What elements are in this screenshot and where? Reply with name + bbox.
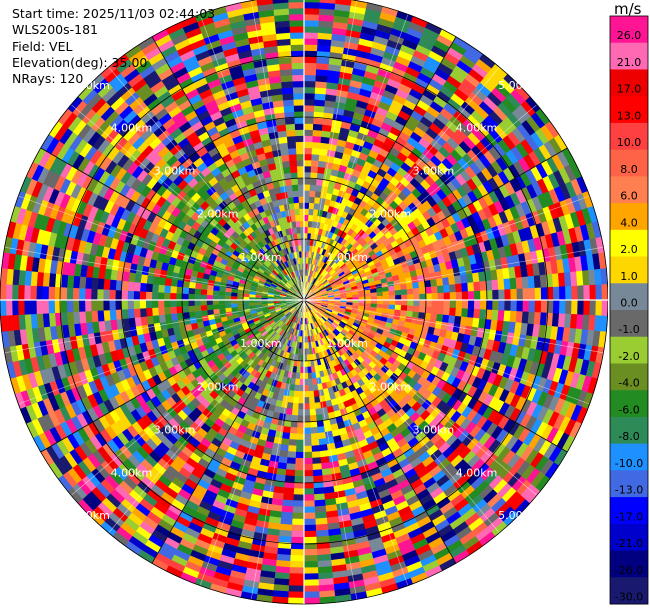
ppi-plot: 1.00km 1.00km 1.00km 1.00km 2.00km 2.00km 2.00…	[0, 0, 608, 605]
colorbar-tick-label: 6.0	[620, 190, 638, 203]
elevation-text: Elevation(deg): 35.00	[12, 54, 148, 70]
range-label: 2.00km	[369, 208, 411, 221]
range-label: 3.00km	[413, 165, 455, 178]
range-label: 5.00km	[498, 509, 540, 522]
azimuth-spoke	[303, 36, 457, 301]
colorbar-tick-label: -30.0	[615, 591, 643, 604]
colorbar-swatch	[610, 470, 648, 498]
range-label: 5.00km	[68, 509, 110, 522]
range-label: 2.00km	[197, 208, 239, 221]
colorbar-swatch	[610, 390, 648, 418]
colorbar-swatch	[610, 176, 648, 204]
colorbar-swatch	[610, 122, 648, 151]
range-grid	[0, 0, 608, 605]
azimuth-spoke	[303, 147, 568, 301]
colorbar-swatch	[610, 42, 648, 70]
colorbar-tick-label: 21.0	[617, 56, 642, 69]
range-label: 4.00km	[456, 467, 498, 480]
range-label: 3.00km	[154, 165, 196, 178]
colorbar-swatch	[610, 577, 648, 605]
colorbar-tick-label: 4.0	[620, 216, 638, 229]
colorbar-tick-label: 1.0	[620, 270, 638, 283]
colorbar-swatch	[610, 310, 648, 338]
colorbar-tick-label: 17.0	[617, 83, 642, 96]
colorbar-swatch	[610, 336, 648, 364]
colorbar-swatch	[610, 16, 648, 44]
range-label: 4.00km	[456, 121, 498, 134]
colorbar-tick-label: -10.0	[615, 457, 643, 470]
range-label: 2.00km	[197, 380, 239, 393]
range-label: 1.00km	[326, 251, 368, 264]
colorbar-tick-label: 10.0	[617, 136, 642, 149]
colorbar-unit: m/s	[614, 0, 642, 18]
colorbar-tick-label: 2.0	[620, 243, 638, 256]
colorbar-swatch	[610, 149, 648, 177]
scan-info: Start time: 2025/11/03 02:44:03 WLS200s-…	[12, 6, 215, 87]
colorbar-swatch	[610, 203, 648, 231]
velocity-field	[0, 0, 608, 605]
colorbar-swatch	[610, 443, 648, 471]
colorbar-swatch	[610, 363, 648, 391]
range-label: 1.00km	[240, 251, 282, 264]
nrays-text: NRays: 120	[12, 71, 84, 87]
range-label: 5.00km	[498, 79, 540, 92]
start-time-text: Start time: 2025/11/03 02:44:03	[12, 6, 216, 21]
colorbar-tick-label: 13.0	[617, 109, 642, 122]
colorbar-tick-label: -2.0	[618, 350, 639, 363]
colorbar-tick-label: -13.0	[615, 484, 643, 497]
range-label: 1.00km	[326, 337, 368, 350]
colorbar-tick-label: 8.0	[620, 163, 638, 176]
colorbar-tick-label: -8.0	[618, 430, 639, 443]
range-label: 3.00km	[154, 423, 196, 436]
azimuth-spoke	[151, 299, 305, 564]
range-label: 1.00km	[240, 337, 282, 350]
colorbar-swatch	[610, 283, 648, 311]
azimuth-spoke	[40, 299, 305, 453]
colorbar-tick-label: -17.0	[615, 510, 643, 523]
field-text: Field: VEL	[12, 38, 73, 54]
colorbar-tick-label: -6.0	[618, 403, 639, 416]
colorbar-swatch	[610, 69, 648, 97]
range-labels: 1.00km 1.00km 1.00km 1.00km 2.00km 2.00km 2.00…	[68, 79, 539, 522]
colorbar-swatch	[610, 416, 648, 445]
colorbar-swatch	[610, 96, 648, 124]
colorbar-swatch	[610, 229, 648, 258]
colorbar-tick-label: 26.0	[617, 29, 642, 42]
colorbar-swatch	[610, 523, 648, 552]
range-label: 4.00km	[111, 121, 153, 134]
colorbar-tick-label: -1.0	[618, 323, 639, 336]
azimuth-spoke	[303, 299, 457, 564]
azimuth-spoke	[151, 36, 305, 301]
colorbar-tick-label: -26.0	[615, 564, 643, 577]
site-name-text: WLS200s-181	[12, 22, 98, 38]
azimuth-spoke	[303, 299, 568, 453]
colorbar-swatch	[610, 550, 648, 578]
range-label: 5.00km	[68, 79, 110, 92]
colorbar-tick-label: -4.0	[618, 377, 639, 390]
azimuth-spoke	[40, 147, 305, 301]
colorbar-tick-label: -21.0	[615, 537, 643, 550]
range-label: 2.00km	[369, 380, 411, 393]
range-label: 3.00km	[413, 423, 455, 436]
colorbar-tick-label: 0.0	[620, 297, 638, 310]
colorbar-swatch	[610, 256, 648, 284]
colorbar-swatch	[610, 497, 648, 525]
range-label: 4.00km	[111, 467, 153, 480]
